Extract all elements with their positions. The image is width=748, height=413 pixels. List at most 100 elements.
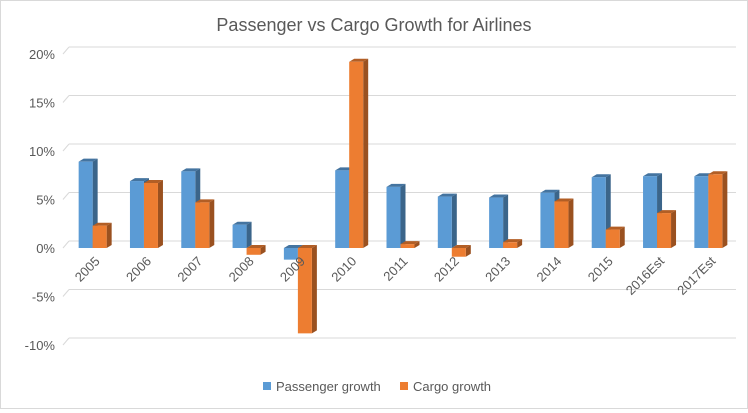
y-tick-label: 5% xyxy=(36,193,55,208)
bar-cargo-growth xyxy=(195,199,215,248)
bar-front xyxy=(232,224,247,248)
bar-front xyxy=(657,213,672,248)
y-tick-label: 0% xyxy=(36,241,55,256)
bar-front xyxy=(92,225,107,248)
bar-side xyxy=(260,245,266,255)
bar-cargo-growth xyxy=(143,180,163,248)
x-tick-label: 2017Est xyxy=(674,253,719,298)
bar-front xyxy=(605,229,620,248)
bar-top xyxy=(605,226,625,230)
bar-passenger-growth xyxy=(386,183,406,248)
bar-top xyxy=(283,245,303,248)
bar-top xyxy=(349,58,369,62)
y-tick-label: 20% xyxy=(29,47,55,62)
bars xyxy=(78,58,728,334)
y-tick-label: 15% xyxy=(29,96,55,111)
gridline-depth xyxy=(62,337,70,346)
x-tick-label: 2016Est xyxy=(623,253,668,298)
bar-front xyxy=(540,192,555,248)
bar-front xyxy=(181,171,196,248)
bar-top xyxy=(437,193,457,197)
bar-passenger-growth xyxy=(489,194,509,248)
bar-side xyxy=(363,58,369,249)
y-tick-label: -5% xyxy=(32,290,56,305)
bar-front xyxy=(451,248,466,257)
bar-side xyxy=(400,183,406,248)
bar-top xyxy=(503,239,523,243)
bar-front xyxy=(643,176,658,248)
bar-side xyxy=(311,245,317,334)
bar-front xyxy=(437,196,452,248)
bar-front xyxy=(283,248,298,260)
x-tick-label: 2006 xyxy=(123,254,154,285)
legend-label: Cargo growth xyxy=(413,379,491,394)
bar-front xyxy=(129,181,144,248)
bar-top xyxy=(708,171,728,175)
bar-passenger-growth xyxy=(437,193,457,248)
x-tick-label: 2010 xyxy=(328,254,359,285)
bar-cargo-growth xyxy=(246,245,266,255)
bar-cargo-growth xyxy=(92,222,112,248)
bar-front xyxy=(694,176,709,248)
legend-label: Passenger growth xyxy=(276,379,381,394)
bar-cargo-growth xyxy=(400,241,420,248)
bar-top xyxy=(143,180,163,184)
bar-side xyxy=(568,198,574,248)
x-tick-label: 2005 xyxy=(72,254,103,285)
bar-side xyxy=(209,199,215,248)
y-tick-label: -10% xyxy=(25,338,56,353)
gridline-depth xyxy=(62,240,70,249)
bar-side xyxy=(106,222,112,248)
x-tick-label: 2011 xyxy=(380,254,410,284)
bar-side xyxy=(503,194,509,248)
bar-front xyxy=(143,183,158,248)
bar-side xyxy=(451,193,457,248)
bar-front xyxy=(297,248,312,334)
bar-cargo-growth xyxy=(657,210,677,248)
bar-front xyxy=(246,248,261,255)
bar-top xyxy=(657,210,677,214)
legend-swatch xyxy=(263,382,271,390)
bar-top xyxy=(195,199,215,203)
x-tick-label: 2007 xyxy=(174,254,205,285)
bar-cargo-growth xyxy=(708,171,728,248)
bar-side xyxy=(465,245,471,257)
bar-side xyxy=(722,171,728,248)
bar-side xyxy=(157,180,163,248)
y-axis: -10% -5% 0% 5% 10% 15% 20% xyxy=(25,47,56,353)
bar-top xyxy=(92,222,112,226)
bar-cargo-growth xyxy=(605,226,625,248)
bar-front xyxy=(335,170,350,248)
bar-cargo-growth xyxy=(349,58,369,249)
bar-front xyxy=(400,244,415,248)
gridline-depth xyxy=(62,289,70,297)
bar-cargo-growth xyxy=(297,245,317,334)
bar-front xyxy=(349,61,364,249)
legend-swatch xyxy=(400,382,408,390)
bar-top xyxy=(386,183,406,187)
y-tick-label: 10% xyxy=(29,144,55,159)
bar-front xyxy=(489,197,504,248)
gridline-depth xyxy=(62,143,70,152)
bar-top xyxy=(400,241,420,245)
bar-top xyxy=(129,178,149,182)
bar-cargo-growth xyxy=(554,198,574,248)
bar-side xyxy=(517,239,523,248)
x-tick-label: 2013 xyxy=(482,254,513,285)
x-tick-label: 2008 xyxy=(226,254,257,285)
bar-front xyxy=(78,161,93,248)
bar-top xyxy=(591,174,611,178)
bar-top xyxy=(643,173,663,177)
bar-side xyxy=(414,241,420,248)
x-tick-label: 2014 xyxy=(533,254,564,285)
bar-cargo-growth xyxy=(503,239,523,248)
x-axis: 2005 2006 2007 2008 2009 2010 2011 2012 2013 2014… xyxy=(72,253,719,298)
bar-front xyxy=(386,186,401,248)
x-tick-label: 2015 xyxy=(585,254,616,285)
bar-side xyxy=(619,226,625,248)
x-tick-label: 2012 xyxy=(431,254,462,285)
bar-top xyxy=(451,245,471,248)
bar-front xyxy=(503,242,518,248)
